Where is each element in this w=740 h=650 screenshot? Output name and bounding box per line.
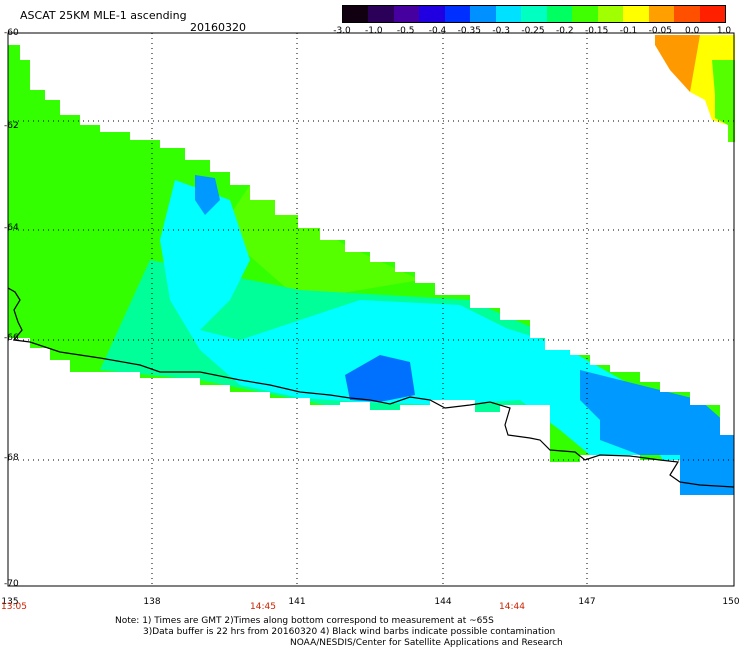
- lon-label-144: 144: [434, 597, 452, 607]
- colorbar-tick-label: -0.15: [585, 26, 609, 36]
- colorbar-swatch: [623, 6, 649, 22]
- colorbar-swatch: [674, 6, 700, 22]
- swath-cyan-center: [160, 180, 540, 405]
- colorbar-swatch: [546, 6, 573, 22]
- colorbar-tick-label: -3.0: [333, 26, 351, 36]
- lon-label-150: 150: [722, 597, 740, 607]
- time-label-1: 13:05: [1, 602, 27, 612]
- lat-label-60: -60: [4, 28, 19, 38]
- lat-label-66: -66: [4, 333, 19, 343]
- colorbar-swatch: [495, 6, 522, 22]
- time-label-3: 14:44: [499, 602, 525, 612]
- colorbar-swatch: [470, 6, 496, 22]
- colorbar-tick-label: -0.1: [619, 26, 638, 36]
- ice-green: [712, 60, 735, 142]
- colorbar-swatch: [393, 6, 420, 22]
- wind-swath: [8, 45, 734, 495]
- colorbar-tick-label: -0.05: [648, 26, 672, 36]
- colorbar-tick-label: -0.5: [396, 26, 415, 36]
- lat-label-70: -70: [4, 579, 19, 589]
- lat-label-62: -62: [4, 121, 19, 131]
- lat-label-64: -64: [4, 223, 19, 233]
- map-date: 20160320: [190, 21, 246, 34]
- coastline: [7, 287, 735, 488]
- colorbar-tick-label: -0.35: [457, 26, 481, 36]
- colorbar-swatch: [444, 6, 471, 22]
- lon-label-147: 147: [578, 597, 596, 607]
- colorbar-swatch: [368, 6, 394, 22]
- ice-edge-patch: [655, 35, 735, 142]
- colorbar-swatch: [419, 6, 445, 22]
- colorbar-tick-label: -0.25: [521, 26, 545, 36]
- colorbar: [342, 5, 726, 23]
- lon-label-135: 135: [1, 597, 19, 607]
- colorbar-swatch: [699, 6, 726, 22]
- colorbar-tick-label: -0.3: [492, 26, 510, 36]
- note-line-2: 3)Data buffer is 22 hrs from 20160320 4)…: [143, 627, 556, 637]
- swath-blue-mid: [345, 355, 415, 402]
- colorbar-swatch: [597, 6, 624, 22]
- lat-label-68: -68: [4, 453, 19, 463]
- colorbar-tick-label: -0.4: [428, 26, 447, 36]
- colorbar-swatch: [343, 6, 369, 22]
- colorbar-tick-label: 0.0: [684, 26, 700, 36]
- swath-yellowgreen-edge: [220, 185, 420, 300]
- colorbar-tick-label: -0.2: [556, 26, 574, 36]
- colorbar-tick-label: 1.0: [716, 26, 732, 36]
- note-line-3: NOAA/NESDIS/Center for Satellite Applica…: [290, 638, 563, 648]
- lon-label-138: 138: [143, 597, 161, 607]
- grid-lines: [8, 33, 734, 586]
- colorbar-swatch: [648, 6, 675, 22]
- colorbar-swatch: [521, 6, 547, 22]
- colorbar-tick-label: -1.0: [365, 26, 383, 36]
- time-label-2: 14:45: [250, 602, 276, 612]
- map-title: ASCAT 25KM MLE-1 ascending: [20, 9, 187, 22]
- plot-frame: [7, 32, 735, 587]
- note-line-1: Note: 1) Times are GMT 2)Times along bot…: [115, 616, 494, 626]
- swath-blue-spot: [195, 175, 220, 215]
- colorbar-swatch: [572, 6, 598, 22]
- lon-label-141: 141: [288, 597, 306, 607]
